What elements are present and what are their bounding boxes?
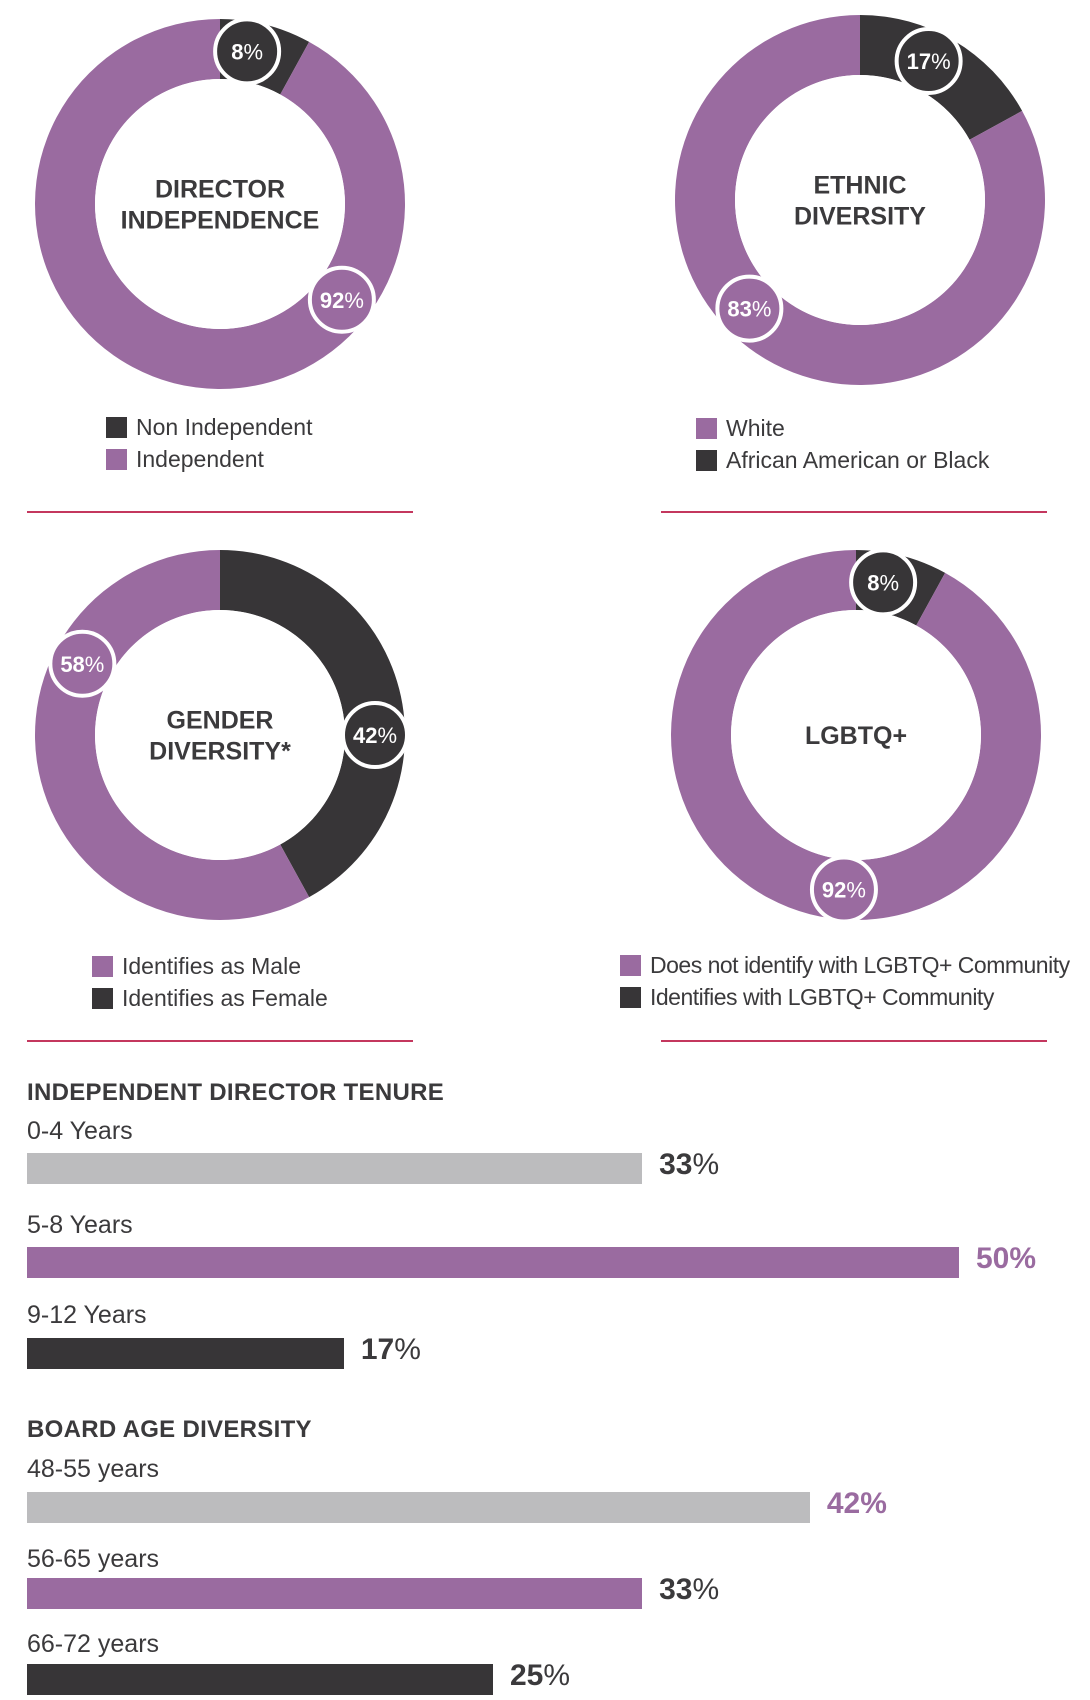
donut-title-line: GENDER [167, 707, 274, 735]
bar-category-56-65-years: 56-65 years [27, 1545, 160, 1573]
bar-category-9-12-years: 9-12 Years [27, 1301, 147, 1329]
bar-category-5-8-years: 5-8 Years [27, 1211, 133, 1239]
value-label-non-independent: 8% [231, 39, 263, 64]
legend-item-identifies-with-lgbtq-community: Identifies with LGBTQ+ Community [620, 981, 1070, 1013]
donut-center [95, 79, 345, 329]
bar-66-72-years [27, 1664, 493, 1695]
bar-5-8-years [27, 1247, 959, 1278]
legend-label: Does not identify with LGBTQ+ Community [650, 952, 1070, 978]
value-label-independent: 92% [320, 288, 364, 313]
donut-title-line: ETHNIC [813, 172, 906, 200]
divider-mid-right [661, 1040, 1047, 1042]
bar-chart-title: BOARD AGE DIVERSITY [27, 1416, 312, 1443]
legend-swatch [106, 448, 127, 470]
value-bubble-does-not-identify-with-lgbtq-community [809, 855, 878, 924]
legend-label: Identifies with LGBTQ+ Community [650, 984, 994, 1010]
bar-category-48-55-years: 48-55 years [27, 1455, 160, 1483]
bar-value-0-4-years: 33% [659, 1148, 720, 1181]
value-bubble-identifies-with-lgbtq-community [849, 548, 918, 617]
donut-title-line: DIVERSITY* [149, 738, 291, 766]
donut-center [95, 610, 345, 860]
bar-value-9-12-years: 17% [360, 1333, 421, 1366]
legend-swatch [92, 955, 113, 977]
legend-item-identifies-as-male: Identifies as Male [92, 950, 328, 982]
value-bubble-identifies-as-male [48, 629, 117, 698]
legend-swatch [92, 987, 113, 1009]
legend-label: Identifies as Male [122, 953, 301, 979]
legend-swatch [620, 954, 641, 976]
value-label-identifies-as-female: 42% [353, 723, 397, 748]
bar-category-0-4-years: 0-4 Years [27, 1117, 133, 1145]
donut-director-independence: DIRECTOR INDEPENDENCE 8% 92% [34, 17, 405, 389]
legend-label: African American or Black [726, 447, 990, 473]
bar-value-5-8-years: 50% [976, 1242, 1037, 1275]
bar-category-66-72-years: 66-72 years [27, 1630, 160, 1658]
legend-label: Non Independent [136, 414, 313, 440]
value-bubble-non-independent [213, 17, 282, 86]
bar-value-66-72-years: 25% [510, 1659, 571, 1692]
bar-value-48-55-years: 42% [826, 1487, 887, 1520]
donut-ethnic-diversity: ETHNIC DIVERSITY 17% 83% [675, 15, 1045, 386]
legend-ethnic-diversity: White African American or Black [696, 412, 989, 476]
value-label-identifies-as-male: 58% [60, 652, 104, 677]
divider-top-right [661, 511, 1047, 513]
legend-label: Independent [136, 446, 264, 472]
value-bubble-african-american-or-black [894, 27, 963, 96]
value-bubble-identifies-as-female [341, 701, 409, 769]
legend-swatch [620, 986, 641, 1008]
donut-lgbtq: LGBTQ+ 8% 92% [671, 548, 1041, 924]
donut-center [735, 75, 985, 325]
donut-title-line: DIRECTOR [155, 176, 285, 204]
value-label-white: 83% [727, 297, 771, 322]
legend-swatch [696, 449, 717, 471]
value-label-does-not-identify-with-lgbtq-community: 92% [822, 878, 866, 903]
donut-title-line: DIVERSITY [794, 203, 926, 231]
slice-does-not-identify-with-lgbtq-community [671, 550, 1041, 920]
slice-identifies-as-female [220, 550, 405, 898]
legend-lgbtq: Does not identify with LGBTQ+ Community I… [620, 949, 1070, 1013]
bar-chart-title: INDEPENDENT DIRECTOR TENURE [27, 1079, 445, 1106]
legend-item-does-not-identify-with-lgbtq-community: Does not identify with LGBTQ+ Community [620, 949, 1070, 981]
legend-swatch [106, 416, 127, 438]
legend-item-white: White [696, 412, 989, 444]
legend-director-independence: Non Independent Independent [106, 411, 313, 475]
donut-center [731, 610, 981, 860]
bar-value-56-65-years: 33% [659, 1573, 720, 1606]
bar-56-65-years [27, 1578, 643, 1609]
divider-mid-left [27, 1040, 413, 1042]
value-bubble-independent [307, 265, 376, 334]
bar-0-4-years [27, 1153, 643, 1184]
legend-item-identifies-as-female: Identifies as Female [92, 982, 328, 1014]
legend-swatch [696, 417, 717, 439]
donut-gender-diversity: GENDER DIVERSITY* 42% 58% [35, 550, 409, 920]
legend-gender-diversity: Identifies as Male Identifies as Female [92, 950, 328, 1014]
bar-48-55-years [27, 1492, 810, 1523]
legend-item-non-independent: Non Independent [106, 411, 313, 443]
value-label-african-american-or-black: 17% [907, 49, 951, 74]
legend-label: White [726, 415, 785, 441]
bar-9-12-years [27, 1338, 344, 1369]
donut-title-line: INDEPENDENCE [121, 207, 320, 235]
divider-top-left [27, 511, 413, 513]
value-bubble-white [715, 274, 784, 343]
legend-item-african-american-or-black: African American or Black [696, 444, 989, 476]
donut-title-line: LGBTQ+ [805, 722, 907, 750]
legend-label: Identifies as Female [122, 985, 328, 1011]
value-label-identifies-with-lgbtq-community: 8% [867, 570, 899, 595]
legend-item-independent: Independent [106, 443, 313, 475]
